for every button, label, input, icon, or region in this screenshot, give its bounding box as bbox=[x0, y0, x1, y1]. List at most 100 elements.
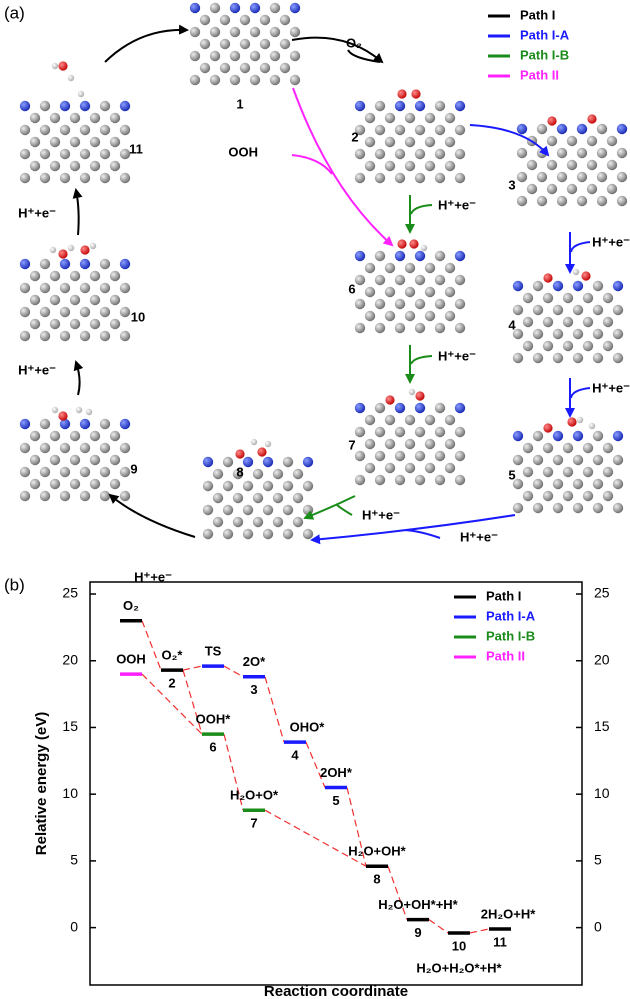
carbon-atom bbox=[557, 196, 567, 206]
reaction-arrow bbox=[105, 30, 187, 62]
y-tick-label: 15 bbox=[62, 718, 78, 734]
carbon-atom bbox=[583, 443, 593, 453]
carbon-atom bbox=[435, 403, 445, 413]
hydrogen-atom bbox=[90, 243, 96, 249]
carbon-atom bbox=[425, 161, 435, 171]
reagent-label: H⁺+e⁻ bbox=[18, 362, 56, 377]
structure-number: 8 bbox=[236, 464, 243, 479]
carbon-atom bbox=[425, 287, 435, 297]
carbon-atom bbox=[435, 173, 445, 183]
carbon-atom bbox=[120, 307, 130, 317]
carbon-atom bbox=[513, 503, 523, 513]
carbon-atom bbox=[553, 329, 563, 339]
carbon-atom bbox=[80, 125, 90, 135]
carbon-atom bbox=[80, 443, 90, 453]
legend-label: Path II bbox=[520, 67, 559, 82]
carbon-atom bbox=[250, 51, 260, 61]
legend-label: Path I-A bbox=[486, 608, 536, 623]
carbon-atom bbox=[355, 299, 365, 309]
nitrogen-atom bbox=[20, 419, 30, 429]
reagent-label: H⁺+e⁻ bbox=[18, 205, 56, 220]
carbon-atom bbox=[280, 39, 290, 49]
carbon-atom bbox=[120, 443, 130, 453]
carbon-atom bbox=[120, 491, 130, 501]
species-label: OOH* bbox=[196, 712, 232, 727]
carbon-atom bbox=[533, 353, 543, 363]
carbon-atom bbox=[603, 467, 613, 477]
hydrogen-atom bbox=[409, 389, 415, 395]
nitrogen-atom bbox=[617, 124, 627, 134]
nitrogen-atom bbox=[513, 281, 523, 291]
nitrogen-atom bbox=[553, 281, 563, 291]
carbon-atom bbox=[415, 125, 425, 135]
species-label: H₂O+OH*+H* bbox=[378, 897, 458, 912]
carbon-atom bbox=[253, 493, 263, 503]
carbon-atom bbox=[543, 467, 553, 477]
carbon-atom bbox=[375, 403, 385, 413]
step-label: 11 bbox=[493, 934, 507, 949]
carbon-atom bbox=[445, 463, 455, 473]
oxygen-atom bbox=[567, 417, 576, 426]
nitrogen-atom bbox=[203, 457, 213, 467]
species-label: H₂O+OH* bbox=[348, 844, 406, 859]
carbon-atom bbox=[365, 263, 375, 273]
carbon-atom bbox=[40, 149, 50, 159]
carbon-atom bbox=[80, 331, 90, 341]
carbon-atom bbox=[563, 317, 573, 327]
carbon-atom bbox=[240, 39, 250, 49]
carbon-atom bbox=[90, 113, 100, 123]
carbon-atom bbox=[445, 263, 455, 273]
carbon-atom bbox=[100, 491, 110, 501]
carbon-atom bbox=[120, 125, 130, 135]
carbon-atom bbox=[260, 63, 270, 73]
legend-label: Path I bbox=[520, 7, 555, 22]
carbon-atom bbox=[90, 295, 100, 305]
molecule bbox=[355, 89, 465, 183]
carbon-atom bbox=[435, 125, 445, 135]
carbon-atom bbox=[597, 172, 607, 182]
carbon-atom bbox=[385, 463, 395, 473]
carbon-atom bbox=[203, 505, 213, 515]
carbon-atom bbox=[365, 161, 375, 171]
carbon-atom bbox=[583, 293, 593, 303]
oxygen-atom bbox=[397, 89, 406, 98]
carbon-atom bbox=[90, 455, 100, 465]
carbon-atom bbox=[523, 341, 533, 351]
carbon-atom bbox=[203, 529, 213, 539]
carbon-atom bbox=[455, 173, 465, 183]
carbon-atom bbox=[210, 75, 220, 85]
carbon-atom bbox=[455, 451, 465, 461]
carbon-atom bbox=[230, 51, 240, 61]
carbon-atom bbox=[220, 15, 230, 25]
carbon-atom bbox=[100, 259, 110, 269]
nitrogen-atom bbox=[60, 101, 70, 111]
molecule bbox=[190, 3, 300, 85]
carbon-atom bbox=[375, 299, 385, 309]
carbon-atom bbox=[90, 161, 100, 171]
nitrogen-atom bbox=[80, 259, 90, 269]
carbon-atom bbox=[435, 149, 445, 159]
carbon-atom bbox=[30, 319, 40, 329]
carbon-atom bbox=[213, 469, 223, 479]
carbon-atom bbox=[120, 331, 130, 341]
carbon-atom bbox=[375, 451, 385, 461]
nitrogen-atom bbox=[80, 101, 90, 111]
nitrogen-atom bbox=[613, 281, 623, 291]
step-label: 3 bbox=[250, 682, 257, 697]
carbon-atom bbox=[513, 455, 523, 465]
y-tick-label: 25 bbox=[62, 585, 78, 601]
carbon-atom bbox=[563, 467, 573, 477]
carbon-atom bbox=[260, 15, 270, 25]
carbon-atom bbox=[593, 329, 603, 339]
carbon-atom bbox=[405, 439, 415, 449]
carbon-atom bbox=[375, 173, 385, 183]
carbon-atom bbox=[543, 491, 553, 501]
carbon-atom bbox=[233, 493, 243, 503]
carbon-atom bbox=[395, 125, 405, 135]
carbon-atom bbox=[385, 161, 395, 171]
carbon-atom bbox=[283, 505, 293, 515]
carbon-atom bbox=[577, 196, 587, 206]
species-label: O₂* bbox=[162, 648, 184, 663]
carbon-atom bbox=[70, 137, 80, 147]
step-label: 8 bbox=[373, 872, 380, 887]
